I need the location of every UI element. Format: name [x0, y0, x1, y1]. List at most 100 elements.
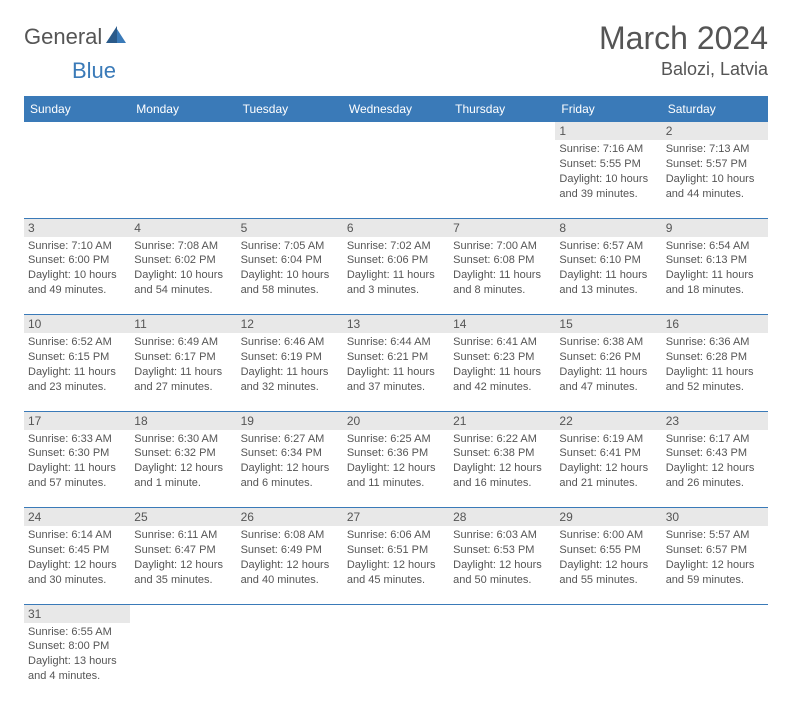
sunset-text: Sunset: 5:57 PM: [666, 157, 764, 172]
day-number: 9: [662, 218, 768, 237]
daylight-text: Daylight: 11 hours and 42 minutes.: [453, 365, 551, 395]
day-number: [130, 122, 236, 140]
sunset-text: Sunset: 6:19 PM: [241, 350, 339, 365]
sunrise-text: Sunrise: 7:10 AM: [28, 239, 126, 254]
day-number: 14: [449, 315, 555, 334]
daylight-text: Daylight: 10 hours and 54 minutes.: [134, 268, 232, 298]
day-cell: Sunrise: 6:17 AMSunset: 6:43 PMDaylight:…: [662, 430, 768, 508]
sunrise-text: Sunrise: 6:11 AM: [134, 528, 232, 543]
day-cell: Sunrise: 7:02 AMSunset: 6:06 PMDaylight:…: [343, 237, 449, 315]
daylight-text: Daylight: 12 hours and 6 minutes.: [241, 461, 339, 491]
day-cell: [343, 623, 449, 701]
month-title: March 2024: [599, 20, 768, 57]
sunset-text: Sunset: 6:32 PM: [134, 446, 232, 461]
day-number: 13: [343, 315, 449, 334]
day-cell: Sunrise: 6:57 AMSunset: 6:10 PMDaylight:…: [555, 237, 661, 315]
sunrise-text: Sunrise: 6:27 AM: [241, 432, 339, 447]
week-row: Sunrise: 6:33 AMSunset: 6:30 PMDaylight:…: [24, 430, 768, 508]
day-cell: [449, 140, 555, 218]
sunset-text: Sunset: 6:00 PM: [28, 253, 126, 268]
daylight-text: Daylight: 11 hours and 18 minutes.: [666, 268, 764, 298]
sunset-text: Sunset: 6:26 PM: [559, 350, 657, 365]
day-number: 1: [555, 122, 661, 140]
calendar-table: Sunday Monday Tuesday Wednesday Thursday…: [24, 96, 768, 701]
dow-thursday: Thursday: [449, 96, 555, 122]
day-number: [449, 604, 555, 623]
day-cell: Sunrise: 6:33 AMSunset: 6:30 PMDaylight:…: [24, 430, 130, 508]
day-number: 2: [662, 122, 768, 140]
sunrise-text: Sunrise: 6:22 AM: [453, 432, 551, 447]
daylight-text: Daylight: 12 hours and 21 minutes.: [559, 461, 657, 491]
sunrise-text: Sunrise: 6:08 AM: [241, 528, 339, 543]
sunrise-text: Sunrise: 6:52 AM: [28, 335, 126, 350]
sunset-text: Sunset: 6:41 PM: [559, 446, 657, 461]
day-cell: [555, 623, 661, 701]
day-number: 24: [24, 508, 130, 527]
day-cell: Sunrise: 6:14 AMSunset: 6:45 PMDaylight:…: [24, 526, 130, 604]
sunrise-text: Sunrise: 6:49 AM: [134, 335, 232, 350]
day-cell: Sunrise: 5:57 AMSunset: 6:57 PMDaylight:…: [662, 526, 768, 604]
day-cell: Sunrise: 6:30 AMSunset: 6:32 PMDaylight:…: [130, 430, 236, 508]
day-cell: Sunrise: 6:44 AMSunset: 6:21 PMDaylight:…: [343, 333, 449, 411]
day-number: 12: [237, 315, 343, 334]
sunset-text: Sunset: 6:02 PM: [134, 253, 232, 268]
daylight-text: Daylight: 11 hours and 32 minutes.: [241, 365, 339, 395]
sunset-text: Sunset: 6:21 PM: [347, 350, 445, 365]
daylight-text: Daylight: 11 hours and 23 minutes.: [28, 365, 126, 395]
day-number: [555, 604, 661, 623]
sunset-text: Sunset: 6:49 PM: [241, 543, 339, 558]
daylight-text: Daylight: 12 hours and 16 minutes.: [453, 461, 551, 491]
sunset-text: Sunset: 6:43 PM: [666, 446, 764, 461]
daylight-text: Daylight: 11 hours and 57 minutes.: [28, 461, 126, 491]
day-cell: Sunrise: 6:49 AMSunset: 6:17 PMDaylight:…: [130, 333, 236, 411]
day-cell: [237, 140, 343, 218]
day-cell: [130, 140, 236, 218]
sunrise-text: Sunrise: 6:55 AM: [28, 625, 126, 640]
day-number: 19: [237, 411, 343, 430]
day-number: 8: [555, 218, 661, 237]
sunset-text: Sunset: 6:04 PM: [241, 253, 339, 268]
sunset-text: Sunset: 6:53 PM: [453, 543, 551, 558]
day-number: 31: [24, 604, 130, 623]
sunset-text: Sunset: 6:34 PM: [241, 446, 339, 461]
sunrise-text: Sunrise: 6:44 AM: [347, 335, 445, 350]
day-cell: Sunrise: 6:36 AMSunset: 6:28 PMDaylight:…: [662, 333, 768, 411]
daylight-text: Daylight: 10 hours and 58 minutes.: [241, 268, 339, 298]
daylight-text: Daylight: 11 hours and 47 minutes.: [559, 365, 657, 395]
day-cell: [449, 623, 555, 701]
day-cell: Sunrise: 6:19 AMSunset: 6:41 PMDaylight:…: [555, 430, 661, 508]
daynum-row: 3456789: [24, 218, 768, 237]
sunrise-text: Sunrise: 6:46 AM: [241, 335, 339, 350]
day-number: 26: [237, 508, 343, 527]
sunset-text: Sunset: 6:17 PM: [134, 350, 232, 365]
day-number: [343, 604, 449, 623]
sunrise-text: Sunrise: 7:16 AM: [559, 142, 657, 157]
sunset-text: Sunset: 6:23 PM: [453, 350, 551, 365]
daylight-text: Daylight: 11 hours and 13 minutes.: [559, 268, 657, 298]
sunset-text: Sunset: 6:45 PM: [28, 543, 126, 558]
sunrise-text: Sunrise: 6:38 AM: [559, 335, 657, 350]
sunrise-text: Sunrise: 6:57 AM: [559, 239, 657, 254]
sunrise-text: Sunrise: 6:36 AM: [666, 335, 764, 350]
daylight-text: Daylight: 12 hours and 55 minutes.: [559, 558, 657, 588]
daylight-text: Daylight: 10 hours and 44 minutes.: [666, 172, 764, 202]
day-number: 15: [555, 315, 661, 334]
daynum-row: 17181920212223: [24, 411, 768, 430]
daylight-text: Daylight: 12 hours and 40 minutes.: [241, 558, 339, 588]
day-cell: Sunrise: 6:55 AMSunset: 8:00 PMDaylight:…: [24, 623, 130, 701]
day-cell: Sunrise: 6:27 AMSunset: 6:34 PMDaylight:…: [237, 430, 343, 508]
daynum-row: 10111213141516: [24, 315, 768, 334]
dow-sunday: Sunday: [24, 96, 130, 122]
day-cell: Sunrise: 6:52 AMSunset: 6:15 PMDaylight:…: [24, 333, 130, 411]
day-cell: Sunrise: 7:08 AMSunset: 6:02 PMDaylight:…: [130, 237, 236, 315]
daylight-text: Daylight: 11 hours and 3 minutes.: [347, 268, 445, 298]
sunset-text: Sunset: 6:30 PM: [28, 446, 126, 461]
dow-saturday: Saturday: [662, 96, 768, 122]
day-cell: Sunrise: 6:22 AMSunset: 6:38 PMDaylight:…: [449, 430, 555, 508]
sunrise-text: Sunrise: 7:13 AM: [666, 142, 764, 157]
daylight-text: Daylight: 10 hours and 39 minutes.: [559, 172, 657, 202]
day-number: [662, 604, 768, 623]
day-cell: Sunrise: 7:16 AMSunset: 5:55 PMDaylight:…: [555, 140, 661, 218]
day-number: [237, 122, 343, 140]
sunrise-text: Sunrise: 7:08 AM: [134, 239, 232, 254]
